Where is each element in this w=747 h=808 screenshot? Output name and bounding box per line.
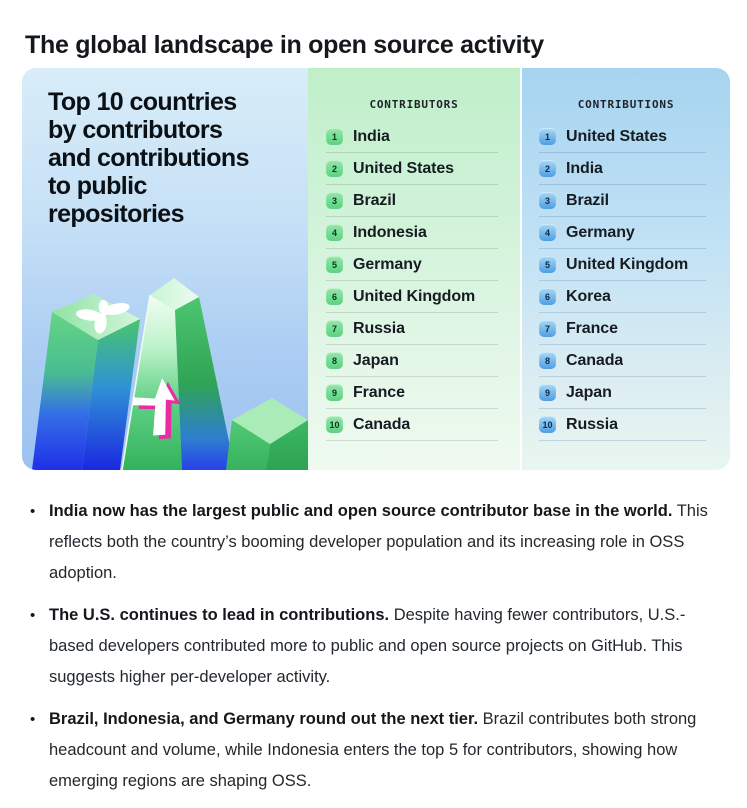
- contributions-header: CONTRIBUTIONS: [577, 98, 675, 111]
- up-arrow-icon: [132, 378, 181, 440]
- country-label: Germany: [566, 223, 635, 241]
- infographic-title-line: to public: [48, 172, 147, 200]
- rank-badge: 5: [539, 256, 556, 273]
- bar-tall: [121, 278, 235, 470]
- list-item: 9 France: [326, 377, 498, 409]
- list-item: 9 Japan: [539, 377, 706, 409]
- top10-infographic: Top 10 countries by contributors and contr…: [22, 68, 730, 470]
- rank-badge: 10: [326, 416, 343, 433]
- list-item: 5 United Kingdom: [539, 249, 706, 281]
- country-label: France: [566, 319, 618, 337]
- contributors-list: 1 India 2 United States 3 Brazil 4 Indonesia 5 Ge…: [308, 121, 520, 441]
- country-label: Germany: [353, 255, 422, 273]
- rank-badge: 3: [326, 192, 343, 209]
- bullet-marker: •: [30, 607, 36, 624]
- list-item: 10 Canada: [326, 409, 498, 441]
- list-item: 8 Japan: [326, 345, 498, 377]
- country-label: Canada: [566, 351, 624, 369]
- infographic-title-line: repositories: [48, 200, 185, 228]
- infographic-title-line: Top 10 countries: [48, 88, 237, 116]
- country-label: Canada: [353, 415, 411, 433]
- insights-list: • India now has the largest public and op…: [30, 496, 724, 808]
- bar-small: [226, 398, 308, 470]
- infographic-title: Top 10 countries by contributors and contr…: [48, 88, 308, 228]
- rank-badge: 8: [326, 352, 343, 369]
- country-label: France: [353, 383, 405, 401]
- contributions-panel: CONTRIBUTIONS 1 United States 2 India 3 Brazi…: [520, 68, 730, 470]
- rank-badge: 10: [539, 416, 556, 433]
- list-item: 7 Russia: [326, 313, 498, 345]
- country-label: Japan: [566, 383, 612, 401]
- list-item: 10 Russia: [539, 409, 706, 441]
- country-label: Korea: [566, 287, 611, 305]
- rank-badge: 1: [539, 128, 556, 145]
- rank-badge: 4: [326, 224, 343, 241]
- country-label: United States: [566, 127, 667, 145]
- country-label: United Kingdom: [353, 287, 476, 305]
- rank-badge: 1: [326, 128, 343, 145]
- rank-badge: 9: [326, 384, 343, 401]
- bullet-text: India now has the largest public and ope…: [49, 502, 708, 582]
- country-label: United States: [353, 159, 454, 177]
- rank-badge: 7: [539, 320, 556, 337]
- list-item: 1 United States: [539, 121, 706, 153]
- list-item: 6 Korea: [539, 281, 706, 313]
- infographic-title-panel: Top 10 countries by contributors and contr…: [22, 68, 308, 470]
- list-item: 8 Canada: [539, 345, 706, 377]
- bullet-lead: India now has the largest public and ope…: [49, 502, 673, 520]
- rank-badge: 8: [539, 352, 556, 369]
- rank-badge: 5: [326, 256, 343, 273]
- list-item: 5 Germany: [326, 249, 498, 281]
- country-label: Japan: [353, 351, 399, 369]
- list-item: 3 Brazil: [539, 185, 706, 217]
- list-item: 2 United States: [326, 153, 498, 185]
- rank-badge: 7: [326, 320, 343, 337]
- rank-badge: 2: [326, 160, 343, 177]
- country-label: India: [566, 159, 603, 177]
- bullet-item: • India now has the largest public and op…: [30, 496, 724, 589]
- rank-badge: 9: [539, 384, 556, 401]
- bar-left: [32, 294, 140, 470]
- bullet-lead: The U.S. continues to lead in contributi…: [49, 606, 390, 624]
- rank-badge: 3: [539, 192, 556, 209]
- country-label: Brazil: [566, 191, 609, 209]
- contributors-panel: CONTRIBUTORS 1 India 2 United States 3 Brazil…: [308, 68, 520, 470]
- rank-badge: 2: [539, 160, 556, 177]
- bullet-item: • Brazil, Indonesia, and Germany round ou…: [30, 704, 724, 797]
- country-label: Russia: [566, 415, 618, 433]
- bullet-text: The U.S. continues to lead in contributi…: [49, 606, 686, 686]
- contributions-list: 1 United States 2 India 3 Brazil 4 Germany 5 Unit…: [522, 121, 730, 441]
- country-label: Russia: [353, 319, 405, 337]
- contributors-header: CONTRIBUTORS: [369, 98, 459, 111]
- country-label: United Kingdom: [566, 255, 689, 273]
- page-title: The global landscape in open source acti…: [25, 30, 544, 59]
- rank-badge: 6: [326, 288, 343, 305]
- country-label: Indonesia: [353, 223, 427, 241]
- list-item: 6 United Kingdom: [326, 281, 498, 313]
- infographic-title-line: and contributions: [48, 144, 250, 172]
- bullet-marker: •: [30, 503, 36, 520]
- bars-illustration: [32, 278, 308, 470]
- bullet-marker: •: [30, 711, 36, 728]
- list-item: 3 Brazil: [326, 185, 498, 217]
- country-label: India: [353, 127, 390, 145]
- list-item: 1 India: [326, 121, 498, 153]
- bullet-item: • The U.S. continues to lead in contribut…: [30, 600, 724, 693]
- list-item: 4 Germany: [539, 217, 706, 249]
- clover-flower-icon: [76, 299, 130, 334]
- list-item: 2 India: [539, 153, 706, 185]
- list-item: 4 Indonesia: [326, 217, 498, 249]
- country-label: Brazil: [353, 191, 396, 209]
- list-item: 7 France: [539, 313, 706, 345]
- bullet-text: Brazil, Indonesia, and Germany round out…: [49, 710, 697, 790]
- rank-badge: 6: [539, 288, 556, 305]
- infographic-title-line: by contributors: [48, 116, 223, 144]
- bullet-lead: Brazil, Indonesia, and Germany round out…: [49, 710, 479, 728]
- rank-badge: 4: [539, 224, 556, 241]
